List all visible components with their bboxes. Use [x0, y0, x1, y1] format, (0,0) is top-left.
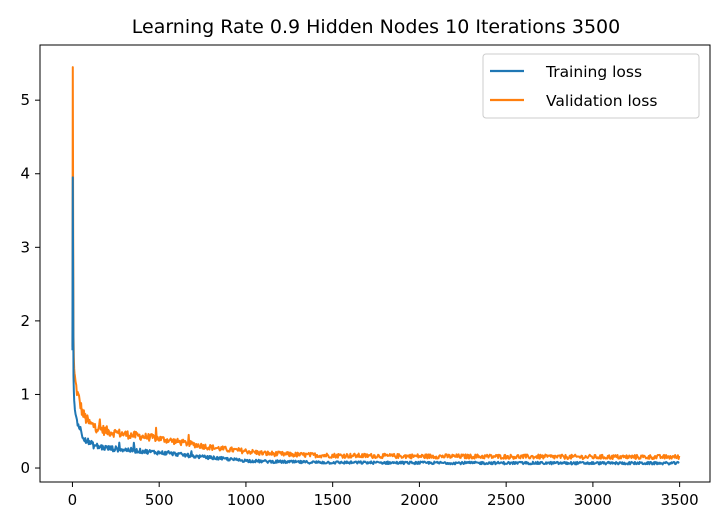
y-tick-label: 2 — [20, 312, 30, 330]
x-tick-label: 500 — [145, 491, 174, 509]
x-tick-label: 1500 — [314, 491, 352, 509]
y-tick-label: 1 — [20, 385, 30, 403]
x-tick-label: 2500 — [487, 491, 525, 509]
legend-training-label: Training loss — [545, 63, 642, 81]
training-loss-line — [71, 176, 680, 466]
chart-title: Learning Rate 0.9 Hidden Nodes 10 Iterat… — [132, 16, 620, 38]
axes: 0 500 1000 1500 2000 2500 3000 3500 0 1 2 3 4 5 — [20, 44, 711, 509]
y-tick-label: 3 — [20, 238, 30, 256]
plot-frame — [39, 44, 711, 483]
plot-area — [71, 66, 681, 466]
y-tick-label: 4 — [20, 165, 30, 183]
x-tick-label: 3000 — [574, 491, 612, 509]
validation-loss-line — [71, 66, 681, 461]
x-tick-label: 3500 — [661, 491, 699, 509]
x-tick-label: 2000 — [400, 491, 438, 509]
x-tick-label: 0 — [68, 491, 78, 509]
y-tick-label: 5 — [20, 91, 30, 109]
legend-validation-label: Validation loss — [546, 92, 657, 110]
legend: Training loss Validation loss — [482, 53, 700, 119]
x-tick-label: 1000 — [227, 491, 265, 509]
y-tick-label: 0 — [20, 459, 30, 477]
legend-box — [482, 53, 700, 119]
